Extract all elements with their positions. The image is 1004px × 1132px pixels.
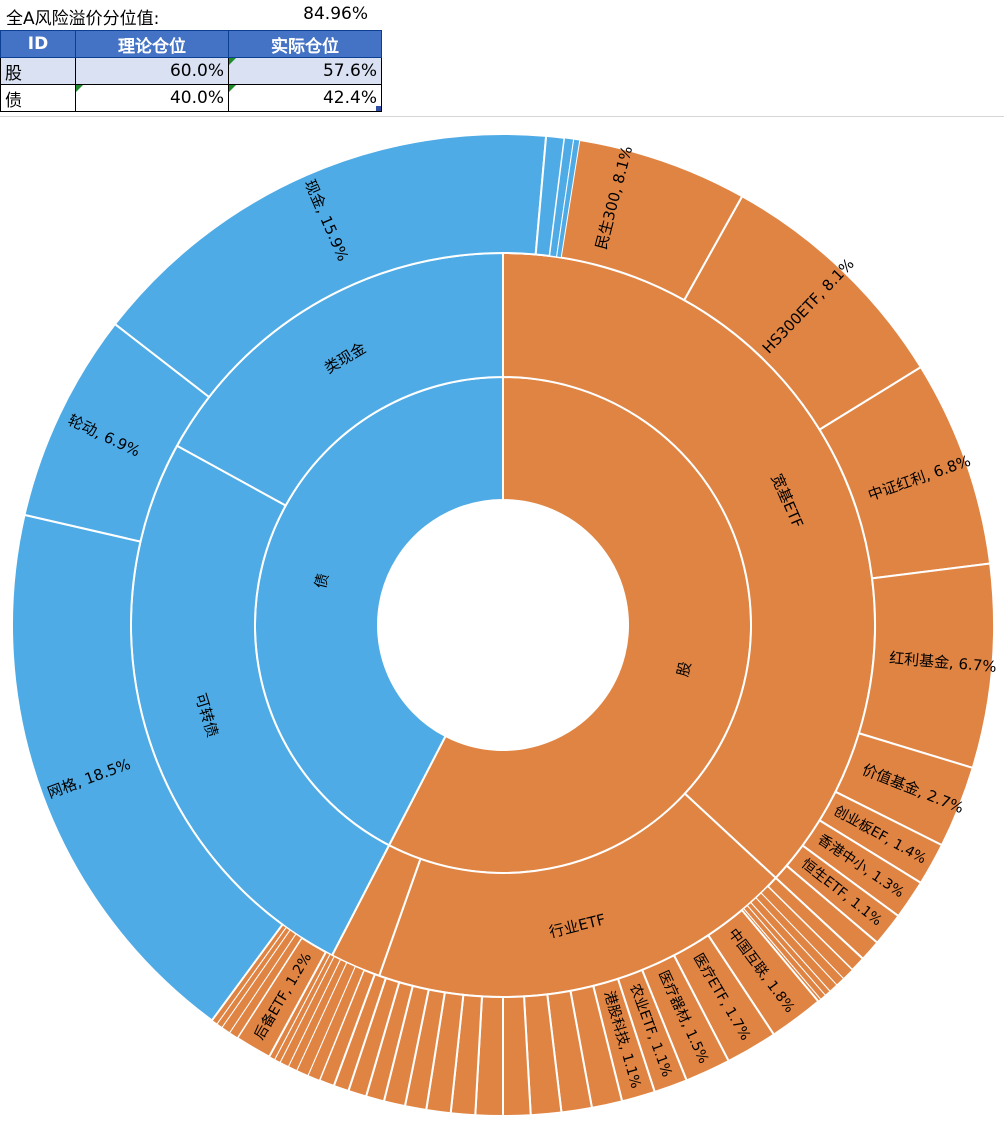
ring1-label-0: 股 xyxy=(674,660,695,679)
risk-premium-row: 全A风险溢价分位值: 84.96% xyxy=(0,4,372,29)
header-theory: 理论仓位 xyxy=(75,30,229,58)
row-id-cell[interactable]: 债 xyxy=(0,84,76,112)
ring3-segment-unnamed-50[interactable] xyxy=(556,138,581,259)
risk-premium-value: 84.96% xyxy=(303,4,368,24)
row-theory-value: 60.0% xyxy=(169,61,224,81)
divider xyxy=(0,116,1004,117)
row-actual-value: 42.4% xyxy=(322,88,377,108)
row-actual-value: 57.6% xyxy=(322,61,377,81)
cell-flag-icon xyxy=(229,58,236,65)
cell-flag-icon xyxy=(229,85,236,92)
cell-flag-icon xyxy=(76,85,83,92)
table-row: 债 40.0% 42.4% xyxy=(0,84,382,112)
row-actual-cell[interactable]: 57.6% xyxy=(228,57,382,85)
row-theory-cell[interactable]: 60.0% xyxy=(75,57,229,85)
allocation-table: ID 理论仓位 实际仓位 股 60.0% 57.6% 债 40.0% 42.4% xyxy=(0,30,382,112)
table-row: 股 60.0% 57.6% xyxy=(0,57,382,85)
table-header-row: ID 理论仓位 实际仓位 xyxy=(0,30,382,58)
row-id-cell[interactable]: 股 xyxy=(0,57,76,85)
selection-handle-icon[interactable] xyxy=(376,106,381,111)
ring1-label-1: 债 xyxy=(311,571,332,590)
risk-premium-label: 全A风险溢价分位值: xyxy=(6,9,160,29)
row-theory-cell[interactable]: 40.0% xyxy=(75,84,229,112)
header-actual: 实际仓位 xyxy=(228,30,382,58)
header-id: ID xyxy=(0,30,76,58)
row-actual-cell[interactable]: 42.4% xyxy=(228,84,382,112)
row-theory-value: 40.0% xyxy=(169,88,224,108)
